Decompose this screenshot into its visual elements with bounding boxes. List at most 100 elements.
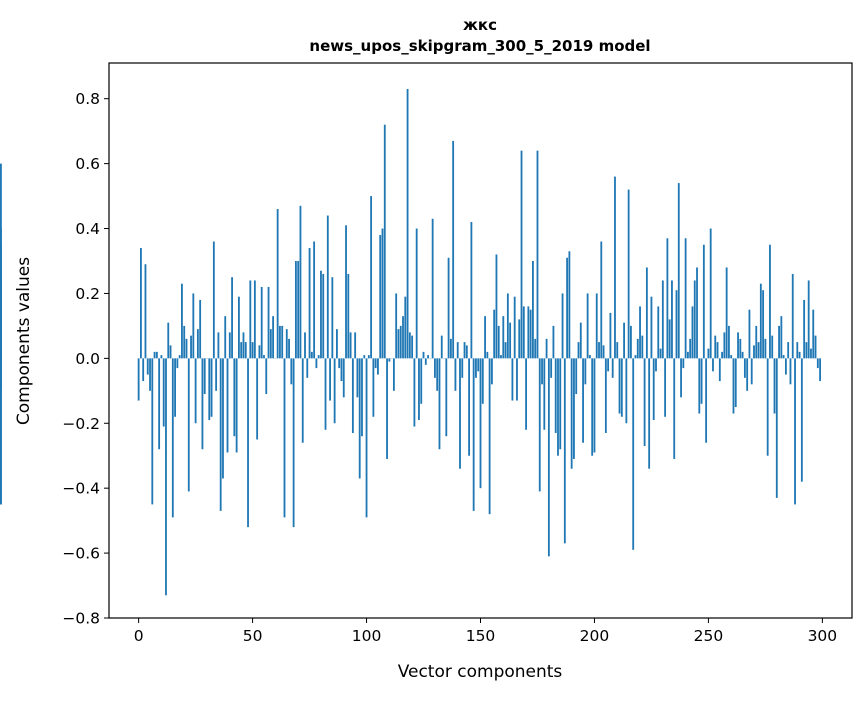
bar-49 bbox=[249, 280, 251, 358]
bar-172 bbox=[530, 310, 532, 359]
bar-156 bbox=[493, 310, 495, 359]
bar-137 bbox=[450, 339, 452, 358]
bar-118 bbox=[407, 89, 409, 358]
bar-165 bbox=[514, 297, 516, 359]
bar-112 bbox=[393, 358, 395, 390]
bar-74 bbox=[306, 358, 308, 377]
bar-191 bbox=[573, 358, 575, 459]
bar-147 bbox=[473, 358, 475, 511]
bar-92 bbox=[347, 274, 349, 358]
bar-263 bbox=[737, 332, 739, 358]
bar-102 bbox=[370, 196, 372, 358]
bar-21 bbox=[186, 339, 188, 358]
bar-221 bbox=[641, 336, 643, 359]
bar-96 bbox=[357, 358, 359, 397]
bar-6 bbox=[151, 358, 153, 504]
bar-280 bbox=[776, 358, 778, 498]
bar-198 bbox=[589, 355, 591, 358]
bar-243 bbox=[692, 306, 694, 358]
bar-275 bbox=[764, 339, 766, 358]
chart-subtitle: news_upos_skipgram_300_5_2019 model bbox=[309, 37, 650, 55]
y-tick-label: −0.2 bbox=[62, 415, 100, 433]
x-tick-label: 100 bbox=[352, 627, 382, 645]
bar-161 bbox=[505, 342, 507, 358]
bar-83 bbox=[327, 216, 329, 359]
bar-297 bbox=[815, 336, 817, 359]
bar-39 bbox=[227, 358, 229, 452]
bar-110 bbox=[388, 358, 390, 361]
y-tick-label: −0.6 bbox=[62, 545, 100, 563]
bar-196 bbox=[584, 358, 586, 384]
bar-34 bbox=[215, 358, 217, 390]
bar-48 bbox=[247, 358, 249, 527]
bar-16 bbox=[174, 358, 176, 416]
bar-59 bbox=[272, 316, 274, 358]
bar-175 bbox=[537, 151, 539, 359]
bar-17 bbox=[176, 358, 178, 368]
bar-45 bbox=[240, 342, 242, 358]
bar-108 bbox=[384, 125, 386, 359]
bar-107 bbox=[382, 229, 384, 359]
bar-259 bbox=[728, 326, 730, 358]
bar-67 bbox=[290, 358, 292, 384]
bar-52 bbox=[256, 358, 258, 439]
bar-121 bbox=[413, 358, 415, 426]
bar-132 bbox=[439, 358, 441, 449]
bar-283 bbox=[783, 355, 785, 358]
bar-273 bbox=[760, 284, 762, 359]
bar-32 bbox=[211, 358, 213, 416]
bar-189 bbox=[568, 251, 570, 358]
bar-24 bbox=[192, 293, 194, 358]
bar-232 bbox=[666, 238, 668, 358]
bar-194 bbox=[580, 323, 582, 359]
bar-89 bbox=[341, 358, 343, 381]
bar-20 bbox=[183, 326, 185, 358]
bar-216 bbox=[630, 326, 632, 358]
bar-265 bbox=[742, 352, 744, 358]
bar-22 bbox=[188, 358, 190, 491]
bar-5 bbox=[149, 358, 151, 390]
bar-63 bbox=[281, 326, 283, 358]
bar-26 bbox=[197, 329, 199, 358]
bar-130 bbox=[434, 358, 436, 377]
bar-82 bbox=[325, 358, 327, 429]
bar-23 bbox=[190, 336, 192, 359]
bar-204 bbox=[603, 345, 605, 358]
bar-27 bbox=[199, 300, 201, 358]
bar-36 bbox=[220, 358, 222, 511]
bar-210 bbox=[616, 342, 618, 358]
bar-155 bbox=[491, 358, 493, 384]
bar-73 bbox=[304, 332, 306, 358]
bar-35 bbox=[217, 332, 219, 358]
x-tick-label: 200 bbox=[580, 627, 610, 645]
bar-66 bbox=[288, 339, 290, 358]
bar-79 bbox=[318, 355, 320, 358]
bar-152 bbox=[484, 316, 486, 358]
bar-183 bbox=[555, 358, 557, 433]
bar-159 bbox=[500, 355, 502, 358]
bar-291 bbox=[801, 358, 803, 481]
bar-3 bbox=[145, 264, 147, 358]
bar-51 bbox=[254, 280, 256, 358]
bar-281 bbox=[778, 326, 780, 358]
bar-178 bbox=[543, 358, 545, 429]
bar-undefined bbox=[0, 355, 2, 358]
bar-262 bbox=[735, 358, 737, 407]
bar-123 bbox=[418, 358, 420, 420]
bar-279 bbox=[774, 358, 776, 413]
bar-184 bbox=[557, 358, 559, 455]
x-tick-label: 0 bbox=[134, 627, 144, 645]
bar-12 bbox=[165, 358, 167, 595]
bar-86 bbox=[334, 358, 336, 423]
bar-76 bbox=[311, 352, 313, 358]
bar-219 bbox=[637, 339, 639, 358]
bar-46 bbox=[243, 332, 245, 358]
bar-94 bbox=[352, 358, 354, 433]
bar-218 bbox=[635, 355, 637, 358]
x-tick-label: 250 bbox=[694, 627, 724, 645]
bar-292 bbox=[803, 300, 805, 358]
bar-64 bbox=[284, 358, 286, 517]
bar-256 bbox=[721, 352, 723, 358]
